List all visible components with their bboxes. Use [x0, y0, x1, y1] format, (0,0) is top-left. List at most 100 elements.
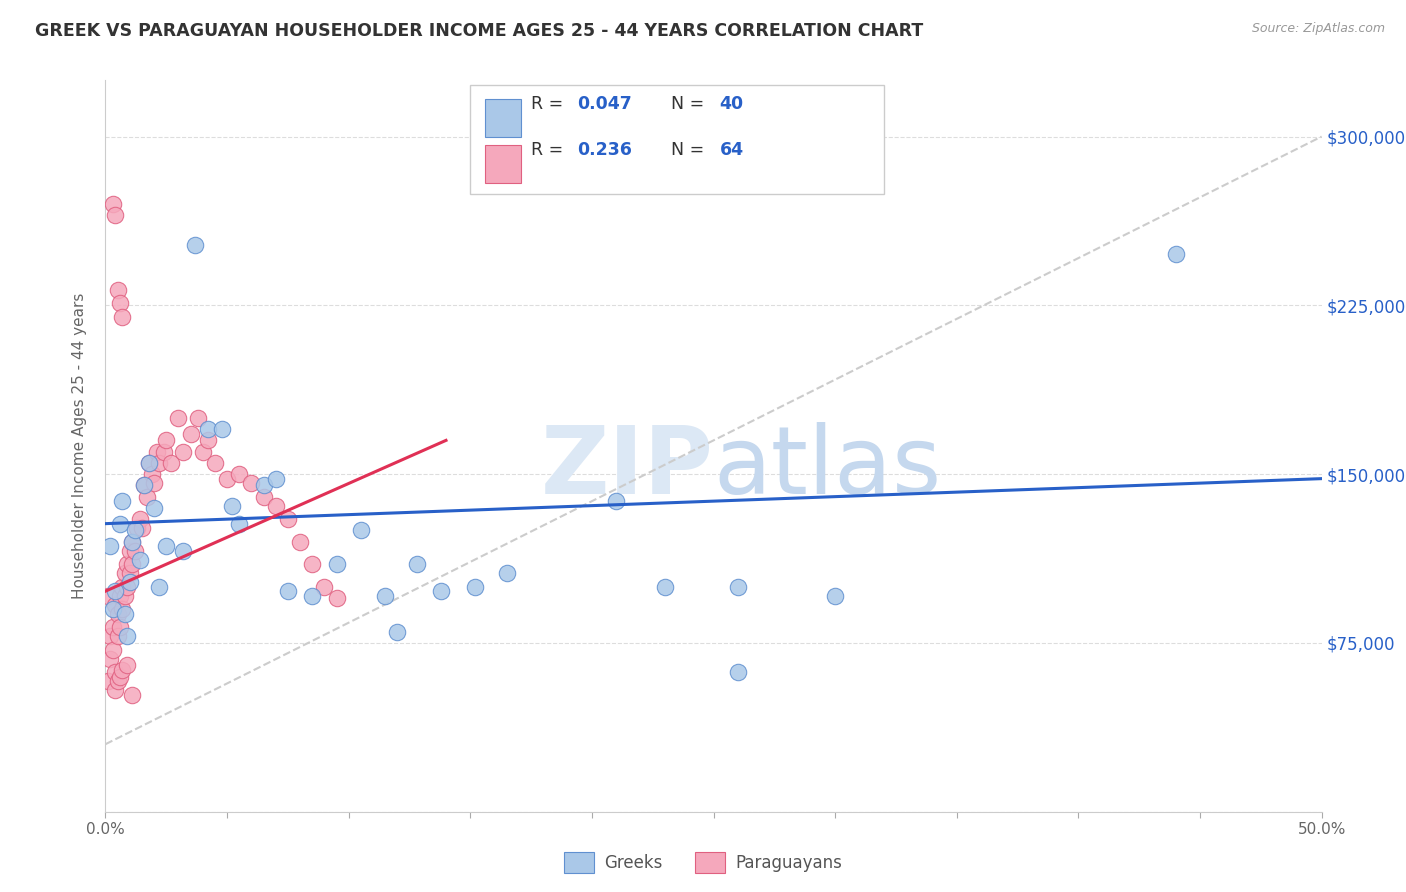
Point	[111, 494, 134, 508]
Point	[104, 598, 127, 612]
Point	[98, 539, 121, 553]
Text: 64: 64	[720, 141, 744, 159]
Text: 0.236: 0.236	[578, 141, 633, 159]
Text: GREEK VS PARAGUAYAN HOUSEHOLDER INCOME AGES 25 - 44 YEARS CORRELATION CHART: GREEK VS PARAGUAYAN HOUSEHOLDER INCOME A…	[35, 22, 924, 40]
Point	[155, 539, 177, 553]
Point	[134, 478, 156, 492]
Point	[217, 472, 239, 486]
Point	[167, 410, 190, 425]
Point	[108, 670, 131, 684]
Point	[252, 478, 274, 492]
Point	[1164, 246, 1187, 260]
Point	[101, 620, 124, 634]
Point	[108, 516, 131, 531]
Point	[148, 580, 170, 594]
Point	[145, 444, 167, 458]
Point	[824, 589, 846, 603]
Point	[128, 512, 150, 526]
Point	[228, 516, 250, 531]
Point	[108, 589, 131, 603]
Point	[107, 674, 129, 689]
Point	[107, 629, 129, 643]
Point	[135, 490, 157, 504]
Y-axis label: Householder Income Ages 25 - 44 years: Householder Income Ages 25 - 44 years	[72, 293, 87, 599]
Point	[121, 688, 143, 702]
Point	[117, 629, 139, 643]
Point	[350, 524, 373, 538]
Point	[121, 534, 143, 549]
Point	[160, 456, 183, 470]
Point	[277, 584, 299, 599]
Point	[197, 434, 219, 448]
Point	[197, 422, 219, 436]
Point	[211, 422, 233, 436]
Point	[153, 444, 176, 458]
Point	[114, 607, 136, 621]
Point	[204, 456, 226, 470]
Point	[114, 589, 136, 603]
Point	[101, 197, 124, 211]
Point	[104, 665, 127, 680]
Point	[325, 591, 347, 605]
Point	[288, 534, 311, 549]
Text: Source: ZipAtlas.com: Source: ZipAtlas.com	[1251, 22, 1385, 36]
Point	[252, 490, 274, 504]
Text: atlas: atlas	[713, 422, 942, 514]
Point	[727, 580, 749, 594]
Point	[118, 575, 141, 590]
Point	[495, 566, 517, 581]
Point	[101, 602, 124, 616]
Point	[108, 620, 131, 634]
Point	[264, 499, 287, 513]
Point	[240, 476, 263, 491]
Point	[264, 472, 287, 486]
Text: N =: N =	[671, 141, 710, 159]
Point	[143, 476, 166, 491]
Point	[155, 434, 177, 448]
Point	[654, 580, 676, 594]
Point	[104, 208, 127, 222]
Point	[121, 557, 143, 571]
Point	[104, 683, 127, 698]
Point	[98, 651, 121, 665]
Point	[141, 467, 163, 482]
Point	[118, 543, 141, 558]
Point	[118, 566, 141, 581]
Point	[98, 629, 121, 643]
Point	[111, 310, 134, 324]
Point	[277, 512, 299, 526]
Point	[172, 543, 194, 558]
Bar	[485, 145, 522, 183]
Point	[124, 524, 146, 538]
Point	[107, 283, 129, 297]
Point	[97, 589, 120, 603]
Point	[727, 665, 749, 680]
Point	[184, 237, 207, 252]
Point	[605, 494, 627, 508]
Point	[464, 580, 486, 594]
Point	[107, 607, 129, 621]
Text: R =: R =	[531, 141, 569, 159]
Point	[114, 566, 136, 581]
Point	[148, 456, 170, 470]
Point	[374, 589, 396, 603]
Point	[97, 674, 120, 689]
Point	[111, 663, 134, 677]
Point	[301, 589, 323, 603]
Point	[117, 580, 139, 594]
Point	[117, 557, 139, 571]
Point	[131, 521, 153, 535]
Point	[387, 624, 409, 639]
Point	[134, 478, 156, 492]
Point	[314, 580, 336, 594]
Point	[111, 602, 134, 616]
Point	[124, 543, 146, 558]
Point	[191, 444, 214, 458]
Point	[138, 456, 160, 470]
Point	[221, 499, 243, 513]
Point	[121, 534, 143, 549]
Point	[325, 557, 347, 571]
Point	[101, 642, 124, 657]
Text: N =: N =	[671, 95, 710, 113]
Text: 40: 40	[720, 95, 744, 113]
